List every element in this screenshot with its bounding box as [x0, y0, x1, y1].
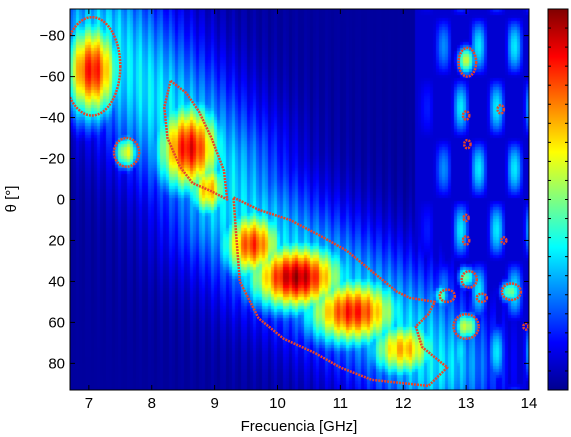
x-tick-label: 8 [148, 395, 156, 412]
contour-region [461, 110, 471, 121]
plot-area [69, 8, 530, 391]
contour-region [438, 288, 457, 304]
x-tick-label: 14 [521, 395, 538, 412]
contour-region [461, 235, 471, 246]
contour-region [475, 292, 489, 304]
contour-region [163, 79, 229, 201]
contour-region [112, 136, 141, 168]
contour-lines [70, 15, 529, 388]
x-tick-label: 10 [269, 395, 286, 412]
contour-region [70, 15, 122, 117]
x-tick-label: 7 [85, 395, 93, 412]
y-tick-label: 20 [48, 232, 65, 249]
x-tick-label: 12 [395, 395, 412, 412]
y-tick-label: 80 [48, 355, 65, 372]
contour-region [452, 312, 480, 341]
y-tick-label: −20 [40, 151, 65, 168]
x-axis-label: Frecuencia [GHz] [241, 418, 358, 435]
heatmap-image [70, 9, 529, 390]
y-tick-label: −80 [40, 28, 65, 45]
colorbar [547, 8, 569, 391]
contour-region [462, 138, 472, 150]
contour-region [232, 196, 449, 388]
y-axis: −80 −60 −40 −20 0 20 40 60 80 [40, 28, 529, 372]
contour-region [500, 236, 508, 245]
y-axis-label: θ [°] [3, 186, 20, 213]
x-axis: 7 8 9 10 11 12 13 14 [85, 9, 538, 412]
y-tick-label: 0 [57, 192, 65, 209]
contour-region [457, 46, 478, 78]
contour-region [522, 322, 529, 331]
y-tick-label: −40 [40, 110, 65, 127]
contour-region [462, 213, 470, 223]
contour-region [500, 282, 523, 302]
x-tick-label: 13 [458, 395, 475, 412]
x-tick-label: 11 [333, 395, 349, 412]
contour-region [496, 104, 506, 115]
contour-region [460, 269, 479, 289]
y-tick-label: −60 [40, 69, 65, 86]
y-tick-label: 40 [48, 273, 65, 290]
colorbar-ticks [548, 27, 568, 372]
x-tick-label: 9 [210, 395, 218, 412]
y-tick-label: 60 [48, 314, 65, 331]
